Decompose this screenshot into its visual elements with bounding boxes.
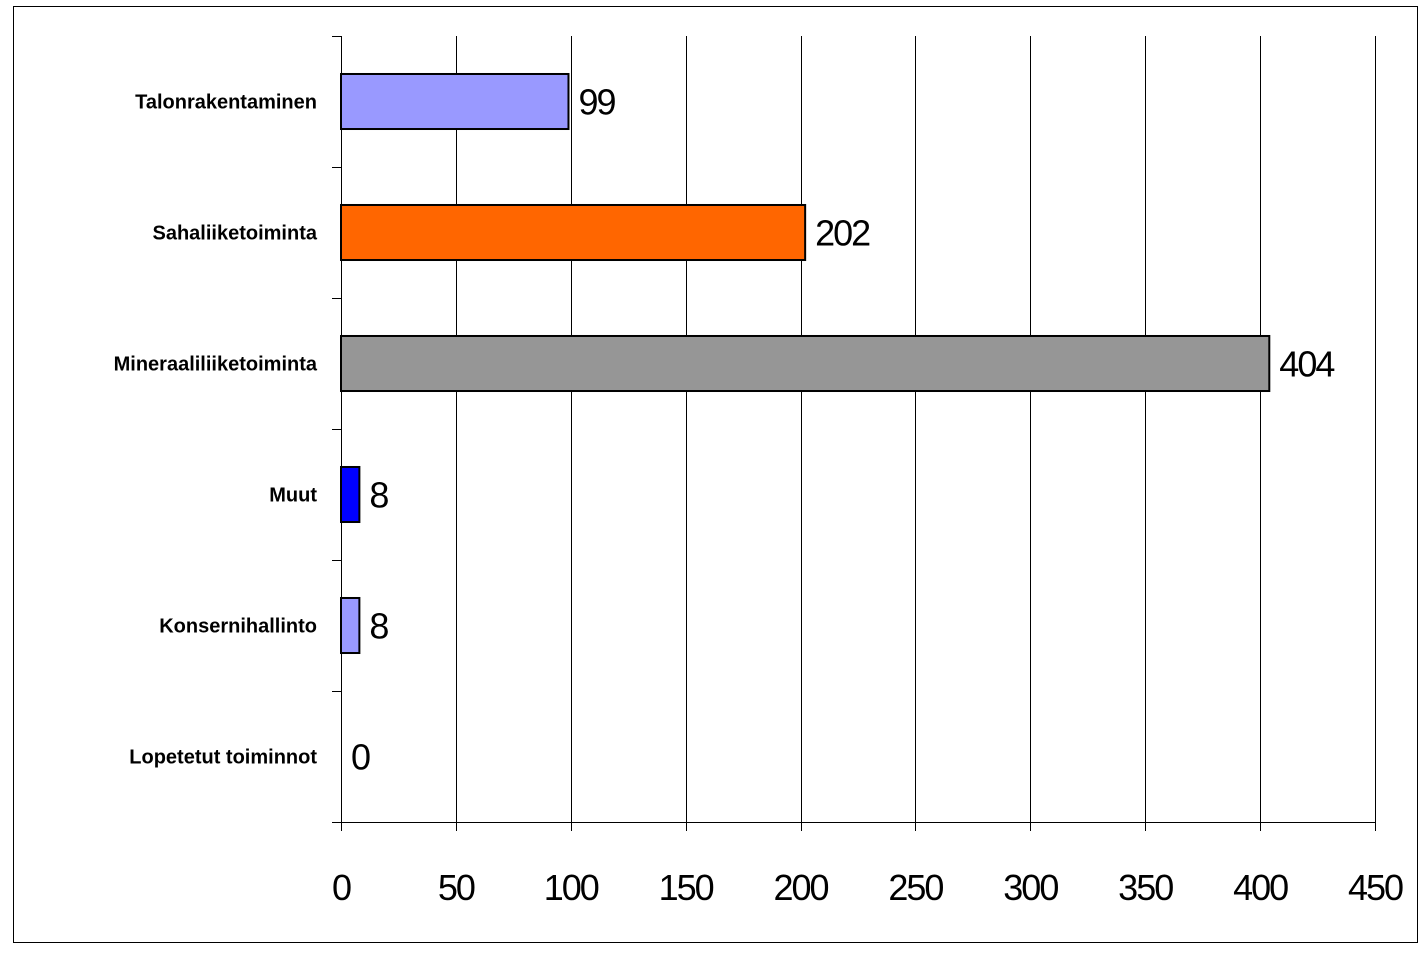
- data-label: 202: [815, 213, 870, 254]
- gridlines: [456, 36, 1376, 822]
- category-label: Talonrakentaminen: [135, 92, 317, 114]
- category-label: Konsernihallinto: [159, 616, 317, 638]
- category-label: Lopetetut toiminnot: [129, 747, 317, 769]
- data-label: 404: [1279, 344, 1334, 385]
- category-label: Mineraaliliiketoiminta: [114, 354, 318, 376]
- chart-border: [13, 6, 1418, 943]
- x-tick-label: 400: [1233, 867, 1288, 908]
- bar: [340, 465, 361, 524]
- data-label: 8: [369, 475, 388, 516]
- bar: [340, 596, 361, 655]
- data-label: 0: [351, 737, 370, 778]
- data-label: 8: [369, 606, 388, 647]
- x-tick-label: 200: [774, 867, 829, 908]
- x-tick-label: 300: [1003, 867, 1058, 908]
- x-tick-label: 450: [1348, 867, 1403, 908]
- category-label: Muut: [269, 485, 317, 507]
- x-tick-label: 100: [544, 867, 599, 908]
- x-tick-label: 250: [888, 867, 943, 908]
- data-label: 99: [578, 82, 615, 123]
- bar: [340, 334, 1271, 393]
- category-label: Sahaliiketoiminta: [153, 223, 318, 245]
- x-tick-label: 50: [438, 867, 475, 908]
- axes: [332, 36, 1376, 831]
- x-tick-label: 0: [332, 867, 351, 908]
- labels: 0 50 100 150 200 250 300 350 400 450 Talonrakentam…: [114, 82, 1405, 909]
- x-tick-label: 150: [659, 867, 714, 908]
- bar: [340, 203, 807, 262]
- x-tick-label: 350: [1118, 867, 1173, 908]
- bar: [340, 72, 570, 131]
- bars: [340, 72, 1271, 655]
